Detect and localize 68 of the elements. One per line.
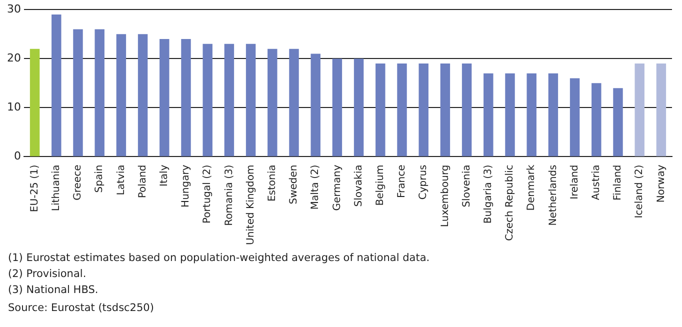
- bar: [526, 73, 536, 156]
- bar: [310, 54, 320, 156]
- bar: [116, 34, 126, 156]
- x-tick-label: Latvia: [116, 164, 127, 196]
- x-tick-label: Norway: [656, 164, 667, 203]
- x-tick-label: Sweden: [288, 164, 300, 204]
- bar: [592, 83, 602, 156]
- x-tick-label: Germany: [332, 164, 343, 211]
- bar: [376, 64, 386, 156]
- x-tick-label: Belgium: [374, 164, 386, 206]
- text: (2) Provisional.: [8, 267, 88, 282]
- bar: [160, 39, 170, 156]
- x-tick-label: United Kingdom: [245, 164, 256, 245]
- x-tick-label: Spain: [94, 164, 106, 193]
- bar: [484, 73, 494, 156]
- text: (3) National HBS.: [8, 283, 100, 298]
- x-tick-label: Denmark: [526, 164, 538, 211]
- x-tick-label: Hungary: [180, 164, 192, 208]
- x-tick-label: Poland: [137, 164, 148, 198]
- source-note: Source: Eurostat (tsdsc250): [8, 301, 155, 316]
- bar: [656, 64, 666, 156]
- bar: [613, 88, 623, 156]
- x-tick-label: EU-25 (1): [29, 164, 40, 212]
- bar: [52, 14, 62, 156]
- y-tick-label: 10: [6, 100, 21, 114]
- bar: [462, 64, 472, 156]
- x-tick-label: Portugal (2): [202, 164, 214, 224]
- x-tick-label: Romania (3): [224, 164, 235, 226]
- bar: [418, 64, 428, 156]
- bar: [354, 58, 364, 156]
- x-tick-label: Austria: [590, 164, 602, 200]
- bar: [268, 48, 278, 156]
- bar: [440, 64, 450, 156]
- x-tick-label: Estonia: [266, 164, 278, 202]
- bar: [397, 64, 407, 156]
- x-tick-label: Ireland: [569, 164, 580, 200]
- x-tick-label: Italy: [158, 164, 170, 186]
- bar: [332, 58, 342, 156]
- bar: [548, 73, 558, 156]
- x-tick-label: Slovenia: [461, 164, 472, 208]
- text: (1) Eurostat estimates based on population-weighted averages of national data.: [8, 251, 430, 266]
- bar: [73, 29, 83, 156]
- bar: [138, 34, 148, 156]
- x-tick-label: Greece: [72, 164, 84, 200]
- x-tick-label: Iceland (2): [634, 164, 646, 218]
- bar: [289, 48, 299, 156]
- bar: [202, 44, 212, 156]
- x-tick-label: Malta (2): [310, 164, 322, 210]
- x-tick-label: Czech Republic: [504, 164, 516, 241]
- bar: [634, 64, 644, 156]
- x-tick-label: Cyprus: [418, 164, 430, 200]
- x-tick-label: Slovakia: [353, 164, 364, 207]
- bar: [224, 44, 234, 156]
- y-tick-label: 20: [6, 52, 21, 65]
- bar: [246, 44, 256, 156]
- x-tick-label: Luxembourg: [440, 164, 451, 228]
- x-tick-label: Netherlands: [548, 164, 559, 226]
- bar: [181, 39, 191, 156]
- bar: [30, 48, 40, 156]
- bar: [505, 73, 515, 156]
- y-tick-label: 0: [14, 150, 21, 163]
- y-tick-label: 30: [6, 2, 21, 16]
- x-tick-label: Finland: [612, 164, 624, 200]
- x-tick-label: Bulgaria (3): [482, 164, 494, 224]
- bar: [94, 29, 104, 156]
- bar: [570, 78, 580, 156]
- x-tick-label: France: [396, 164, 408, 198]
- x-tick-label: Lithuania: [50, 164, 62, 212]
